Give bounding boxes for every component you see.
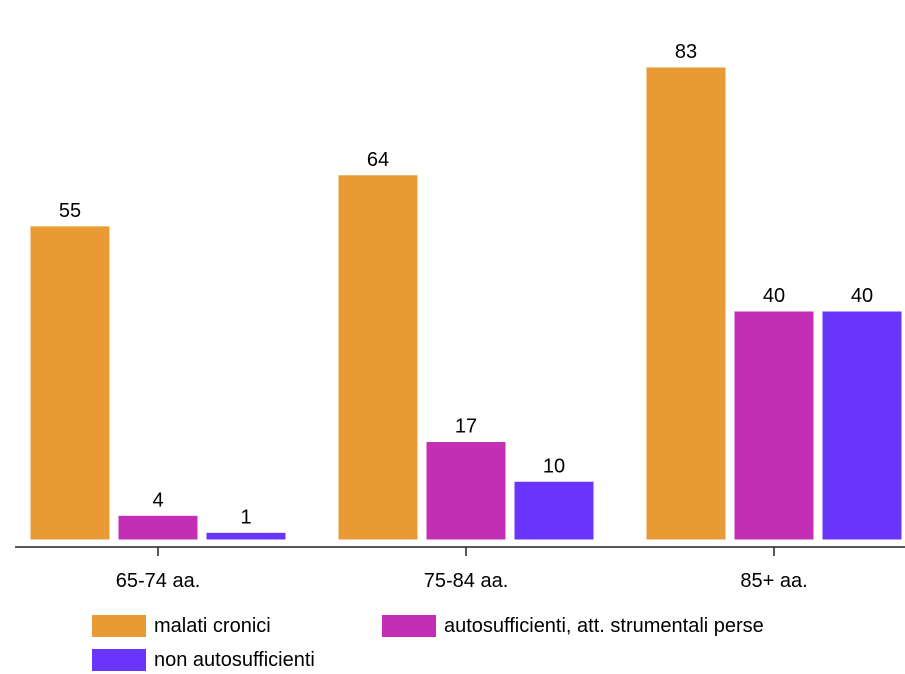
x-axis-ticks: 65-74 aa. 75-84 aa. 85+ aa. — [116, 547, 808, 592]
bars-layer — [30, 67, 902, 540]
data-label: 40 — [851, 285, 873, 307]
legend-item-non-autosufficienti: non autosufficienti — [92, 646, 315, 674]
data-label: 40 — [763, 285, 785, 307]
bar-chart: 55 4 1 64 17 10 83 40 40 65-74 aa. 75-84 aa. 85+ a… — [15, 41, 905, 592]
legend-label: non autosufficienti — [154, 648, 315, 671]
x-tick-label: 65-74 aa. — [116, 570, 201, 592]
bar-malati-cronici-75-84-aa — [338, 175, 418, 540]
legend-label: malati cronici — [154, 614, 271, 637]
bar-malati-cronici-65-74-aa — [30, 226, 110, 540]
legend-item-malati-cronici: malati cronici — [92, 612, 271, 640]
legend-swatch-non-autosufficienti — [92, 649, 146, 671]
data-label: 17 — [455, 416, 477, 438]
data-label: 55 — [59, 200, 81, 222]
legend-label: autosufficienti, att. strumentali perse — [444, 614, 764, 637]
data-label: 4 — [152, 489, 163, 511]
bar-non-autosufficienti-75-84-aa — [514, 481, 594, 540]
data-label: 83 — [675, 41, 697, 63]
data-labels-layer: 55 4 1 64 17 10 83 40 40 — [59, 41, 873, 528]
legend-item-autosufficienti: autosufficienti, att. strumentali perse — [382, 612, 764, 640]
bar-non-autosufficienti-65-74-aa — [206, 532, 286, 540]
x-tick-label: 75-84 aa. — [424, 570, 509, 592]
x-tick-label: 85+ aa. — [740, 570, 807, 592]
bar-autosufficienti-att-strumentali-perse-65-74-aa — [118, 515, 198, 540]
bar-autosufficienti-att-strumentali-perse-85-aa — [734, 311, 814, 540]
bar-non-autosufficienti-85-aa — [822, 311, 902, 540]
data-label: 1 — [240, 506, 251, 528]
bar-malati-cronici-85-aa — [646, 67, 726, 540]
data-label: 10 — [543, 455, 565, 477]
legend-swatch-malati-cronici — [92, 615, 146, 637]
bar-autosufficienti-att-strumentali-perse-75-84-aa — [426, 442, 506, 540]
data-label: 64 — [367, 149, 389, 171]
legend-swatch-autosufficienti — [382, 615, 436, 637]
